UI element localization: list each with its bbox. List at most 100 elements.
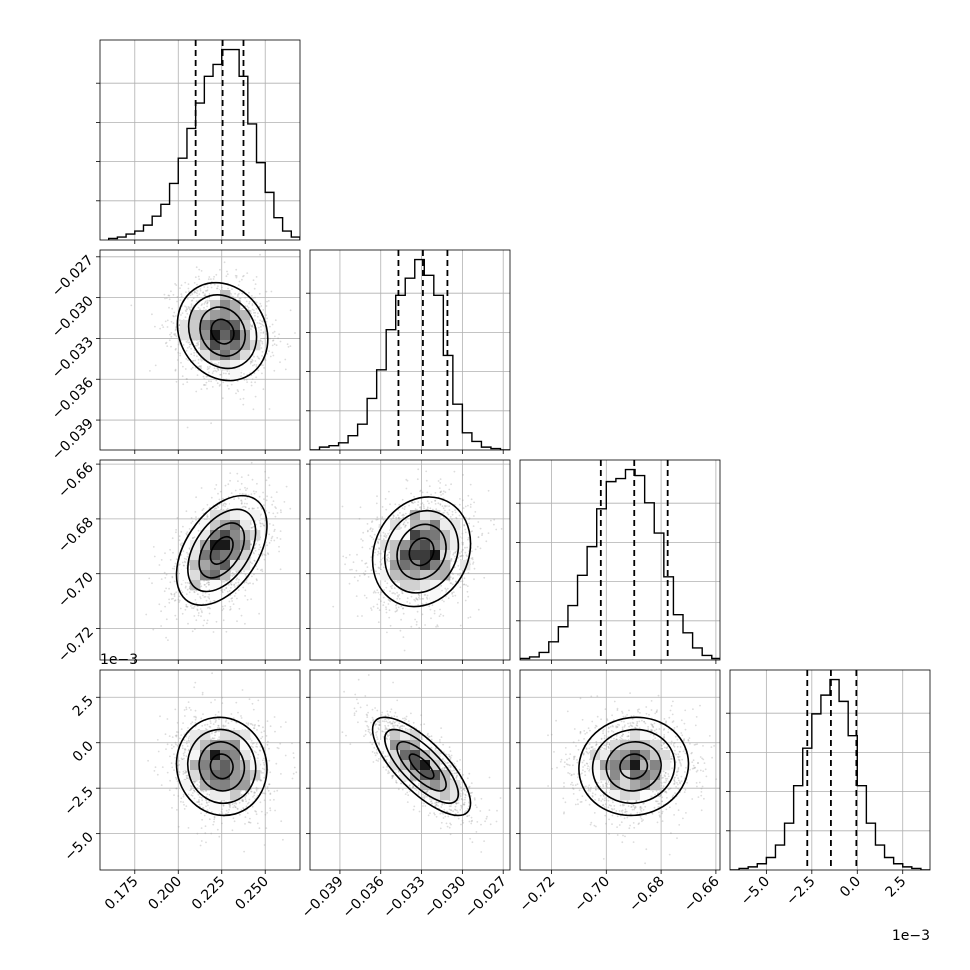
sample-point	[204, 595, 207, 598]
sample-point	[210, 286, 213, 289]
histogram-panel-0	[96, 39, 301, 244]
sample-point	[378, 609, 381, 611]
sample-point	[442, 614, 445, 617]
sample-point	[258, 495, 261, 498]
sample-point	[174, 562, 177, 565]
sample-point	[254, 319, 256, 321]
sample-point	[287, 346, 290, 348]
sample-point	[255, 365, 258, 368]
density-cell	[250, 510, 261, 521]
sample-point	[250, 360, 253, 363]
sample-point	[203, 384, 206, 386]
sample-point	[177, 327, 180, 330]
sample-point	[262, 321, 264, 323]
sample-point	[212, 278, 215, 280]
density-cell	[240, 340, 251, 351]
sample-point	[426, 491, 429, 494]
sample-point	[213, 275, 215, 278]
sample-point	[244, 498, 247, 501]
sample-point	[160, 578, 163, 580]
sample-point	[256, 568, 259, 570]
sample-point	[263, 498, 265, 500]
sample-point	[188, 528, 191, 530]
sample-point	[253, 492, 256, 495]
sample-point	[370, 556, 373, 558]
sample-point	[413, 495, 415, 498]
sample-point	[268, 350, 270, 352]
density-cell	[220, 320, 231, 331]
sample-point	[204, 384, 207, 386]
sample-point	[246, 598, 249, 601]
sample-point	[184, 309, 187, 312]
sample-point	[227, 584, 230, 586]
sample-point	[182, 550, 185, 553]
sample-point	[203, 596, 206, 598]
sample-point	[289, 345, 292, 347]
sample-point	[187, 287, 190, 290]
sample-point	[203, 286, 206, 288]
sample-point	[385, 611, 388, 614]
sample-point	[258, 322, 261, 325]
sample-point	[255, 542, 257, 545]
sample-point	[236, 472, 239, 475]
density-cell	[210, 300, 221, 311]
sample-point	[240, 614, 243, 617]
sample-point	[197, 342, 199, 345]
sample-point	[348, 554, 351, 556]
y-tick-label: −0.027	[49, 252, 97, 300]
sample-point	[471, 558, 474, 561]
sample-point	[193, 605, 196, 608]
sample-point	[171, 576, 174, 579]
sample-point	[466, 585, 469, 588]
sample-point	[459, 580, 462, 583]
density-cell	[240, 550, 251, 561]
sample-point	[230, 583, 233, 586]
sample-point	[274, 319, 277, 322]
sample-point	[237, 390, 240, 393]
sample-point	[220, 373, 222, 376]
sample-point	[449, 515, 452, 518]
sample-point	[280, 511, 282, 514]
sample-point	[421, 597, 423, 600]
sample-point	[273, 369, 276, 372]
sample-point	[206, 622, 208, 625]
sample-point	[197, 341, 199, 343]
scatter-panel-1-2	[306, 459, 511, 664]
sample-point	[184, 316, 187, 319]
sample-point	[197, 306, 200, 309]
histogram-panel-2	[516, 459, 721, 664]
sample-point	[405, 524, 407, 527]
density-cell	[210, 560, 221, 571]
sample-point	[382, 550, 385, 553]
sample-point	[206, 286, 209, 289]
sample-point	[215, 273, 218, 276]
sample-point	[196, 593, 199, 596]
density-cell	[220, 340, 231, 351]
sample-point	[495, 528, 498, 531]
sample-point	[249, 582, 251, 584]
sample-point	[261, 372, 263, 375]
sample-point	[180, 554, 183, 556]
sample-point	[206, 299, 209, 302]
sample-point	[193, 282, 196, 284]
sample-point	[273, 539, 276, 542]
sample-point	[188, 308, 191, 311]
sample-point	[417, 594, 420, 596]
sample-point	[392, 514, 395, 517]
sample-point	[191, 299, 194, 302]
sample-point	[170, 592, 172, 595]
sample-point	[401, 592, 403, 594]
sample-point	[233, 583, 236, 586]
sample-point	[185, 605, 188, 608]
sample-point	[172, 551, 174, 554]
sample-point	[434, 499, 437, 502]
sample-point	[393, 587, 396, 589]
sample-point	[191, 306, 193, 309]
sample-point	[221, 609, 224, 612]
sample-point	[210, 380, 212, 383]
sample-point	[193, 591, 196, 594]
sample-point	[259, 319, 262, 322]
density-cell	[210, 330, 221, 341]
sample-point	[187, 305, 190, 308]
sample-point	[206, 516, 209, 518]
